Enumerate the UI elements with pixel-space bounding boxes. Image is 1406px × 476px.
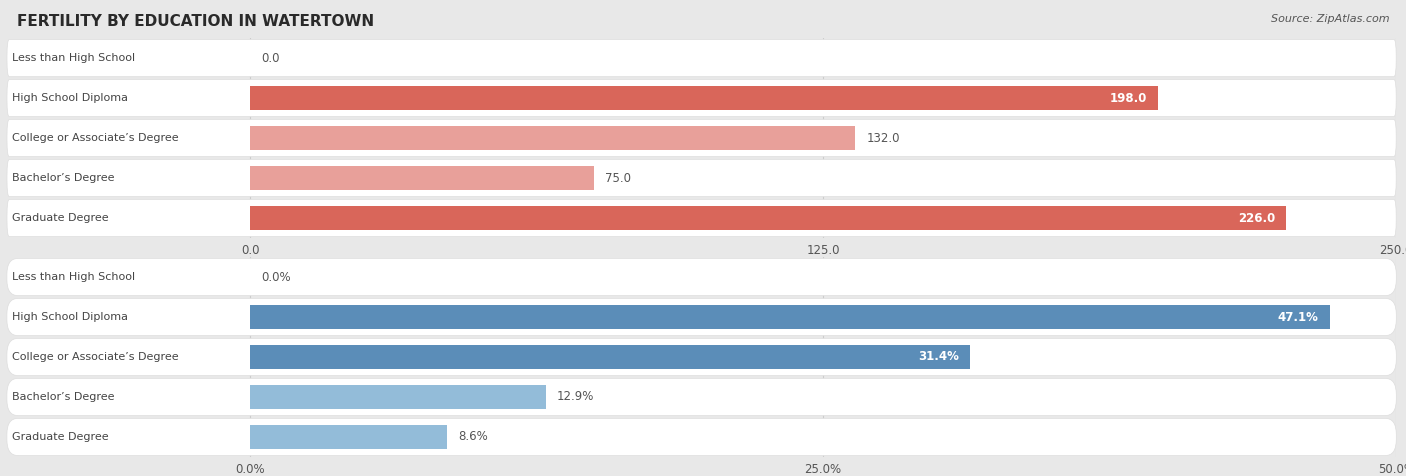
Bar [250, 86, 1157, 110]
FancyBboxPatch shape [7, 298, 1396, 336]
Text: Bachelor’s Degree: Bachelor’s Degree [11, 392, 114, 402]
Text: Graduate Degree: Graduate Degree [11, 213, 108, 223]
Text: 0.0: 0.0 [262, 51, 280, 65]
FancyBboxPatch shape [7, 338, 1396, 376]
Text: High School Diploma: High School Diploma [11, 312, 128, 322]
Text: Source: ZipAtlas.com: Source: ZipAtlas.com [1271, 14, 1389, 24]
Text: FERTILITY BY EDUCATION IN WATERTOWN: FERTILITY BY EDUCATION IN WATERTOWN [17, 14, 374, 30]
Text: 47.1%: 47.1% [1278, 310, 1319, 324]
FancyBboxPatch shape [7, 119, 1396, 157]
Bar [250, 385, 546, 409]
FancyBboxPatch shape [7, 79, 1396, 117]
FancyBboxPatch shape [7, 418, 1396, 456]
Text: High School Diploma: High School Diploma [11, 93, 128, 103]
Bar [250, 345, 970, 369]
FancyBboxPatch shape [7, 378, 1396, 416]
Text: 12.9%: 12.9% [557, 390, 595, 404]
FancyBboxPatch shape [7, 40, 1396, 77]
Bar [250, 425, 447, 449]
Text: College or Associate’s Degree: College or Associate’s Degree [11, 352, 179, 362]
Bar [250, 305, 1330, 329]
Bar [250, 126, 855, 150]
Text: 198.0: 198.0 [1109, 91, 1147, 105]
Text: Graduate Degree: Graduate Degree [11, 432, 108, 442]
Text: 75.0: 75.0 [605, 171, 631, 185]
Text: Less than High School: Less than High School [11, 272, 135, 282]
Text: 0.0%: 0.0% [262, 270, 291, 284]
FancyBboxPatch shape [7, 199, 1396, 237]
FancyBboxPatch shape [7, 258, 1396, 296]
Bar [250, 166, 593, 190]
Text: 8.6%: 8.6% [458, 430, 488, 444]
FancyBboxPatch shape [7, 159, 1396, 197]
Text: 132.0: 132.0 [866, 131, 900, 145]
Text: Bachelor’s Degree: Bachelor’s Degree [11, 173, 114, 183]
Text: College or Associate’s Degree: College or Associate’s Degree [11, 133, 179, 143]
Text: 31.4%: 31.4% [918, 350, 959, 364]
Bar [250, 206, 1286, 230]
Text: 226.0: 226.0 [1237, 211, 1275, 225]
Text: Less than High School: Less than High School [11, 53, 135, 63]
